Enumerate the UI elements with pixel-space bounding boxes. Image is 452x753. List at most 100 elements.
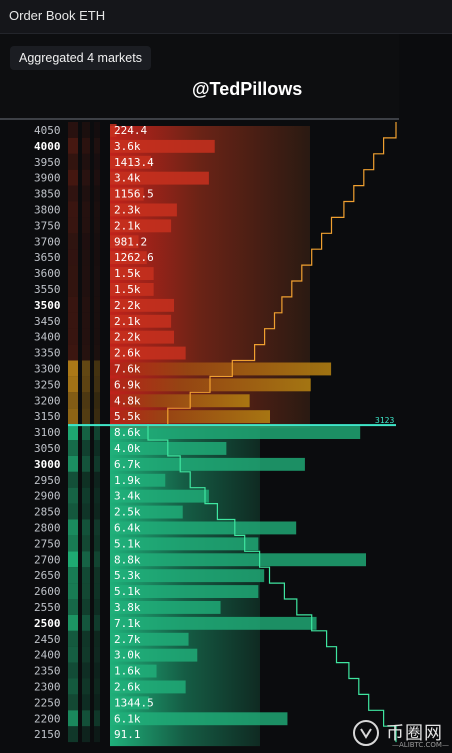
heat-cell — [68, 519, 78, 536]
size-bar — [110, 219, 172, 233]
heat-cell — [82, 440, 90, 456]
size-bar — [110, 489, 209, 503]
heat-cell — [82, 185, 90, 202]
size-bar — [110, 473, 166, 487]
price-label: 3950 — [34, 156, 61, 169]
size-bar — [110, 283, 154, 296]
price-label: 3800 — [34, 204, 61, 217]
size-label: 4.0k — [114, 442, 141, 455]
size-label: 1156.5 — [114, 188, 154, 201]
heat-cell — [82, 217, 90, 234]
size-bar — [110, 410, 270, 424]
window-title: Order Book ETH — [9, 8, 106, 23]
heat-cell — [68, 408, 78, 425]
heat-cell — [82, 153, 90, 170]
heat-cell — [94, 503, 100, 520]
heat-cell — [94, 630, 100, 647]
price-label: 3200 — [34, 394, 61, 407]
heat-cell — [82, 408, 90, 425]
heat-cell — [68, 630, 78, 647]
heat-cell — [68, 153, 78, 170]
size-label: 1.5k — [114, 267, 141, 280]
price-label: 2900 — [34, 490, 61, 503]
size-label: 6.9k — [114, 378, 141, 391]
heat-cell — [68, 646, 78, 663]
heat-cell — [68, 551, 78, 568]
size-label: 5.1k — [114, 537, 141, 550]
price-label: 2150 — [34, 728, 61, 741]
price-label: 2850 — [34, 506, 61, 519]
price-label: 3100 — [34, 426, 61, 439]
size-bar — [110, 394, 250, 408]
brand-logo: 币圈网 —ALIBTC.COM— — [350, 717, 450, 751]
heat-cell — [82, 376, 90, 393]
size-bar — [110, 298, 174, 312]
size-bar — [110, 537, 259, 551]
heat-cell — [82, 360, 90, 377]
size-label: 1.6k — [114, 665, 141, 678]
size-label: 5.5k — [114, 410, 141, 423]
heat-cell — [94, 471, 100, 488]
heat-cell — [68, 122, 78, 138]
brand-name: 币圈网 — [386, 723, 443, 744]
watermark-text: @TedPillows — [192, 79, 303, 99]
price-label: 3500 — [34, 299, 61, 312]
price-label: 3700 — [34, 235, 61, 248]
heat-cell — [82, 281, 90, 297]
heat-cell — [94, 360, 100, 377]
heat-cell — [68, 376, 78, 393]
size-bar — [110, 457, 305, 471]
size-label: 2.1k — [114, 315, 141, 328]
heat-cell — [68, 583, 78, 599]
heat-cell — [94, 328, 100, 345]
heat-cell — [68, 471, 78, 488]
heat-cell — [82, 265, 90, 281]
window-titlebar: Order Book ETH — [0, 0, 452, 34]
heat-cell — [82, 630, 90, 647]
size-label: 1.5k — [114, 283, 141, 296]
size-bar — [110, 585, 259, 598]
size-bar — [110, 251, 147, 265]
heat-cell — [94, 153, 100, 170]
heat-cell — [68, 281, 78, 297]
size-label: 91.1 — [114, 728, 141, 741]
price-label: 2600 — [34, 585, 61, 598]
heat-cell — [68, 169, 78, 186]
heat-cell — [94, 551, 100, 568]
size-label: 2.1k — [114, 219, 141, 232]
size-label: 2.6k — [114, 681, 141, 694]
heat-cell — [94, 122, 100, 138]
size-bar — [110, 346, 186, 360]
price-label: 3400 — [34, 331, 61, 344]
price-label: 4000 — [34, 140, 61, 153]
heat-cell — [68, 185, 78, 202]
heat-cell — [82, 122, 90, 138]
header-divider — [0, 118, 399, 120]
heat-cell — [68, 567, 78, 584]
heat-cell — [68, 614, 78, 631]
heat-cell — [94, 710, 100, 727]
size-label: 1344.5 — [114, 696, 154, 709]
price-label: 2700 — [34, 553, 61, 566]
heat-cell — [94, 392, 100, 409]
heat-cell — [94, 344, 100, 361]
heat-cell — [82, 201, 90, 218]
heat-cell — [68, 137, 78, 154]
heat-cell — [94, 201, 100, 218]
bid-depth-line — [147, 424, 397, 743]
price-label: 3450 — [34, 315, 61, 328]
heat-cell — [68, 535, 78, 552]
size-label: 1262.6 — [114, 251, 154, 264]
heat-cell — [68, 344, 78, 361]
aggregation-button[interactable]: Aggregated 4 markets — [10, 46, 151, 70]
heat-cell — [82, 296, 90, 313]
heat-cell — [68, 678, 78, 695]
heat-cell — [94, 281, 100, 297]
size-bar — [110, 601, 221, 614]
heat-cell — [82, 519, 90, 536]
brand-subtitle: —ALIBTC.COM— — [392, 741, 449, 749]
size-bar — [110, 712, 288, 726]
price-label: 3650 — [34, 251, 61, 264]
size-bar — [110, 728, 113, 742]
size-bar — [110, 235, 139, 249]
